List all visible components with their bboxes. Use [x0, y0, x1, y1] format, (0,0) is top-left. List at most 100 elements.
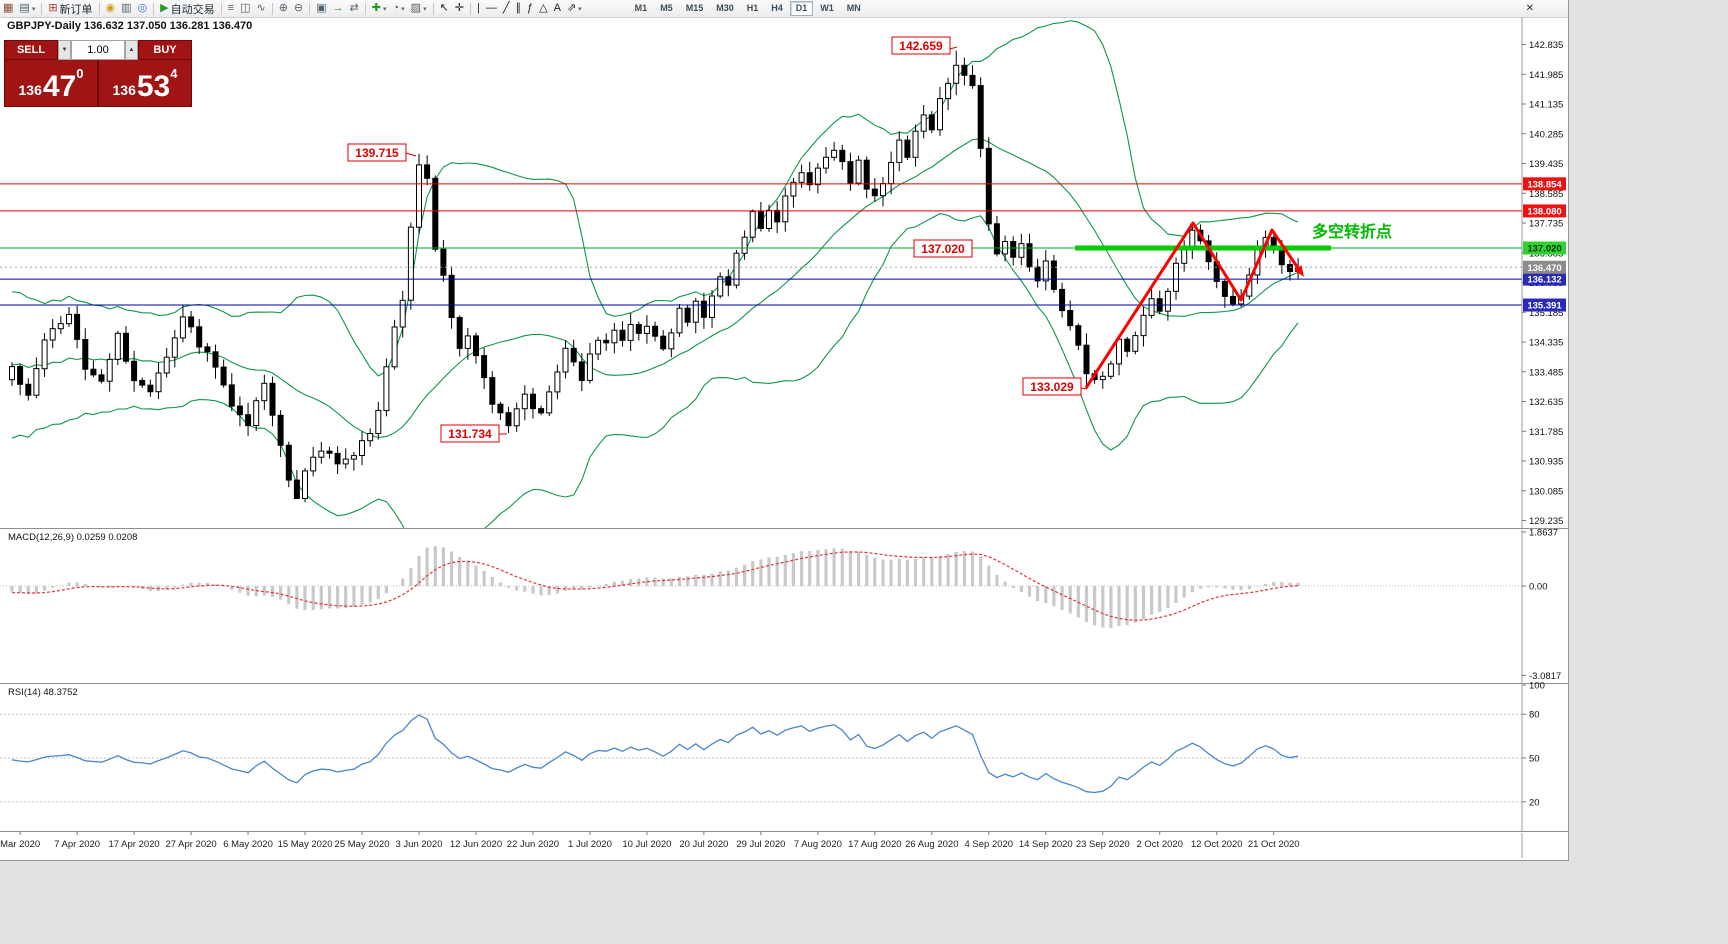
crosshair-tool-button[interactable]: ✛: [452, 1, 467, 16]
price-callout-box[interactable]: [891, 36, 951, 55]
timeframe-m5-button[interactable]: M5: [660, 3, 673, 13]
arrow-tool-button[interactable]: ⇗ ▾: [564, 1, 585, 16]
shapes-tool-button[interactable]: △: [536, 1, 550, 16]
candlestick-mode-icon: ◫: [240, 2, 251, 14]
tile-windows-button[interactable]: ▣: [313, 1, 329, 16]
time-axis[interactable]: [0, 833, 1522, 858]
data-window-icon: ▥: [121, 2, 132, 14]
new-chart-button[interactable]: ▦: [0, 1, 16, 16]
rsi-panel[interactable]: [0, 713, 1522, 803]
fibonacci-tool-button[interactable]: ƒ: [524, 1, 536, 16]
cursor-tool-button[interactable]: ↖: [437, 1, 452, 16]
line-chart-mode-button[interactable]: ∿: [253, 1, 268, 16]
chart-background[interactable]: [0, 17, 1568, 858]
new-order-button[interactable]: ⊞ 新订单: [45, 1, 95, 16]
timeframe-h4-button[interactable]: H4: [771, 3, 783, 13]
macd-axis-label: -3.0817: [1529, 671, 1561, 682]
timeframe-h1-button[interactable]: H1: [746, 3, 759, 13]
candlestick-mode-button[interactable]: ◫: [237, 1, 253, 16]
timeframe-m15-button[interactable]: M15: [685, 3, 704, 13]
indicators-list-icon: ✚: [371, 2, 381, 14]
timeframe-m1-button[interactable]: M1: [634, 3, 648, 13]
vertical-line-tool-button[interactable]: |: [474, 1, 483, 16]
price-callout-box[interactable]: [440, 424, 500, 443]
autotrading-button[interactable]: ▶ 自动交易: [157, 1, 217, 16]
macd-panel[interactable]: [0, 546, 1522, 628]
toolbar-separator: [271, 2, 273, 15]
date-label: 27 Apr 2020: [165, 839, 216, 850]
rsi-axis-label: 80: [1529, 710, 1540, 721]
trend-zigzag-line[interactable]: [1084, 221, 1302, 389]
price-callout-text: 139.715: [355, 146, 399, 160]
chart-close-button[interactable]: ✕: [1525, 3, 1534, 14]
price-tick-label: 133.485: [1529, 367, 1563, 378]
buy-price-display[interactable]: 136 53 4: [97, 60, 191, 106]
new-order-label: 新订单: [59, 3, 93, 16]
volume-increase-button[interactable]: ▲: [125, 40, 138, 60]
price-tick-label: 134.335: [1529, 338, 1563, 349]
indicators-list-button[interactable]: ✚ ▾: [369, 1, 390, 16]
market-watch-button[interactable]: ◉: [103, 1, 119, 16]
date-label: 1 Jul 2020: [568, 839, 612, 850]
sell-price-int: 136: [18, 82, 42, 98]
trendline-tool-button[interactable]: ╱: [500, 1, 513, 16]
chart-svg[interactable]: 142.659 139.715 137.020 133.029 131.734 多空转折点…: [0, 0, 1568, 860]
price-callout-box[interactable]: [347, 143, 407, 162]
buy-button[interactable]: BUY: [138, 40, 192, 60]
price-tick-label: 141.135: [1529, 100, 1563, 111]
macd-axis-label: 1.8637: [1529, 527, 1558, 538]
macd-indicator-label: MACD(12,26,9) 0.0259 0.0208: [8, 532, 138, 543]
period-list-button[interactable]: ◔ ▾: [389, 1, 407, 16]
price-callout-box[interactable]: [913, 239, 973, 258]
bollinger-lower-band: [11, 213, 1299, 528]
navigator-button[interactable]: ◎: [135, 1, 151, 16]
tile-windows-icon: ▣: [316, 2, 327, 14]
date-label: 12 Jun 2020: [450, 839, 502, 850]
zoom-out-icon: ⊖: [293, 2, 304, 14]
text-tool-button[interactable]: A: [551, 1, 564, 16]
horizontal-line-tool-button[interactable]: —: [483, 1, 500, 16]
annotation-text[interactable]: 多空转折点: [1312, 222, 1392, 241]
price-tick-label: 130.085: [1529, 486, 1563, 497]
price-callout-text: 131.734: [448, 427, 492, 441]
template-list-button[interactable]: ▨ ▾: [408, 1, 430, 16]
date-label: 21 Oct 2020: [1248, 839, 1300, 850]
bar-chart-mode-button[interactable]: ≡: [225, 1, 237, 16]
price-tick-label: 140.285: [1529, 129, 1563, 140]
toolbar-separator: [432, 2, 434, 15]
timeframe-m30-button[interactable]: M30: [716, 3, 734, 13]
crosshair-tool-icon: ✛: [454, 2, 465, 14]
chart-profiles-button[interactable]: ▤ ▾: [16, 1, 38, 16]
sell-price-display[interactable]: 136 47 0: [5, 60, 97, 106]
price-tick-label: 138.585: [1529, 189, 1563, 200]
axis-price-box: [1523, 272, 1566, 286]
price-tick-label: 141.985: [1529, 70, 1563, 81]
price-axis[interactable]: [1522, 17, 1568, 858]
timeframe-toolbar: M1 M5 M15 M30 H1 H4 D1 W1 MN: [629, 1, 867, 16]
date-label: 17 Apr 2020: [108, 839, 159, 850]
candlesticks: [9, 50, 1302, 503]
date-label: 12 Oct 2020: [1191, 839, 1243, 850]
volume-decrease-button[interactable]: ▼: [58, 40, 71, 60]
chart-shift-button[interactable]: ⇄: [347, 1, 362, 16]
date-label: 3 Jun 2020: [395, 839, 442, 850]
price-callout-text: 142.659: [899, 39, 943, 53]
rsi-axis-label: 50: [1529, 754, 1540, 765]
volume-input[interactable]: [71, 40, 125, 60]
zigzag-arrowhead-icon: [1294, 265, 1304, 277]
date-label: 15 May 2020: [278, 839, 333, 850]
channel-tool-button[interactable]: ∥: [513, 1, 525, 16]
auto-scroll-button[interactable]: →: [330, 1, 347, 16]
timeframe-w1-button[interactable]: W1: [820, 3, 834, 13]
rsi-axis-label: 100: [1529, 681, 1545, 692]
callout-leader-line: [949, 46, 958, 50]
sell-button[interactable]: SELL: [4, 40, 58, 60]
timeframe-mn-button[interactable]: MN: [846, 3, 861, 13]
zoom-out-button[interactable]: ⊖: [291, 1, 306, 16]
data-window-button[interactable]: ▥: [118, 1, 134, 16]
macd-axis-label: 0.00: [1529, 582, 1548, 593]
price-callout-box[interactable]: [1022, 377, 1082, 396]
rsi-axis-label: 20: [1529, 797, 1540, 808]
timeframe-d1-button[interactable]: D1: [789, 1, 814, 16]
zoom-in-button[interactable]: ⊕: [276, 1, 291, 16]
